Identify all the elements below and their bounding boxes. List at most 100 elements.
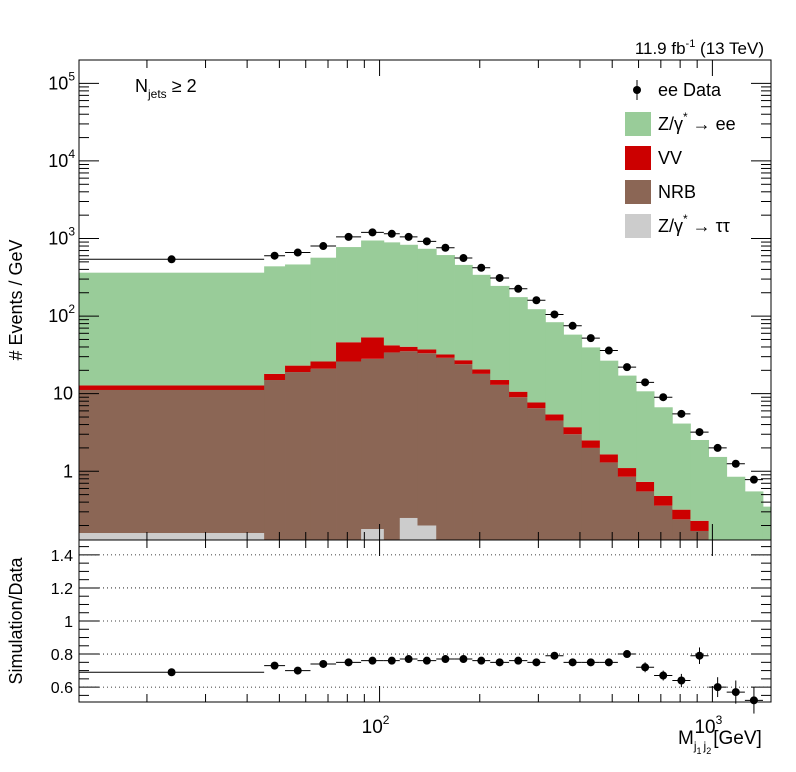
ratio-y-tick-label: 0.6: [51, 680, 73, 697]
ratio-point: [641, 663, 650, 672]
ratio-point: [713, 683, 722, 692]
stack-bar-vv: [285, 365, 311, 373]
stack-bar-nrb: [509, 397, 528, 540]
data-point: [731, 459, 740, 468]
stack-bar-zee: [527, 309, 546, 403]
stack-bar-nrb: [472, 373, 491, 540]
stack-bar-nrb: [399, 351, 418, 518]
stack-bar-zee: [310, 257, 337, 362]
stack-bar-zee: [762, 506, 772, 540]
ratio-point: [459, 655, 468, 664]
stack-bar-vv: [336, 342, 362, 362]
ratio-point: [368, 656, 377, 665]
data-point: [550, 310, 559, 319]
stack-bar-nrb: [545, 420, 564, 540]
stack-bar-nrb: [454, 364, 473, 540]
ratio-point: [622, 650, 631, 659]
stack-bar-vv: [399, 346, 418, 352]
stack-bar-vv: [310, 361, 337, 369]
data-point: [270, 251, 279, 260]
stack-bar-ztt: [79, 533, 265, 540]
stack-bar-zee: [617, 375, 637, 469]
y-axis-ticks: 1 10 102 103 104 105: [48, 59, 771, 526]
data-point: [514, 284, 523, 293]
stack-bar-zee: [79, 272, 265, 386]
stack-bar-nrb: [563, 434, 583, 540]
stack-bar-vv: [581, 440, 601, 448]
legend-label-data: ee Data: [658, 80, 722, 100]
stack-bar-zee: [285, 264, 311, 366]
stack-bar-nrb: [79, 389, 265, 534]
legend-label-nrb: NRB: [658, 182, 696, 202]
x-tick-label: 103: [694, 713, 722, 738]
data-point: [604, 346, 613, 355]
data-point: [677, 409, 686, 418]
stack-bar-nrb: [654, 505, 673, 540]
ratio-point: [514, 656, 523, 665]
ratio-y-tick-label: 1.4: [51, 548, 73, 565]
stack-bar-zee: [672, 423, 691, 510]
stack-bar-nrb: [636, 491, 655, 540]
stack-bar-zee: [581, 347, 601, 441]
ratio-y-tick-label: 1.2: [51, 581, 73, 598]
ratio-point: [586, 658, 595, 667]
stack-bar-vv: [599, 454, 619, 463]
stack-bar-zee: [472, 274, 491, 370]
data-point: [641, 378, 650, 387]
stack-bar-zee: [361, 240, 385, 338]
stack-bar-vv: [472, 369, 491, 374]
stack-bar-zee: [509, 297, 528, 392]
stack-bar-zee: [744, 491, 764, 540]
stack-histogram: [79, 240, 772, 540]
stack-bar-vv: [509, 391, 528, 398]
stack-bar-vv: [383, 345, 401, 353]
stack-bar-vv: [672, 509, 691, 520]
data-point: [622, 363, 631, 372]
legend-data-marker: [633, 86, 641, 94]
data-point: [167, 255, 176, 264]
ratio-point: [441, 655, 450, 664]
data-point: [441, 243, 450, 252]
x-axis-ticks: 102 103: [146, 540, 723, 738]
ratio-point: [677, 676, 686, 685]
data-point: [387, 229, 396, 238]
data-point: [319, 242, 328, 251]
ratio-point: [477, 656, 486, 665]
x-tick-label: 102: [362, 713, 390, 738]
ratio-point: [319, 659, 328, 668]
stack-bar-zee: [708, 456, 728, 540]
ratio-point: [749, 696, 758, 705]
data-point: [404, 232, 413, 241]
y-axis-label: # Events / GeV: [6, 239, 26, 360]
lumi-label: 11.9 fb-1 (13 TeV): [635, 38, 764, 58]
ratio-point: [568, 658, 577, 667]
ratio-points: [79, 647, 763, 714]
ratio-point: [659, 671, 668, 680]
ratio-point: [422, 656, 431, 665]
stack-bar-nrb: [310, 368, 337, 540]
stack-bar-vv: [490, 380, 510, 385]
stack-bar-zee: [726, 476, 746, 540]
ratio-point: [495, 658, 504, 667]
data-point: [586, 334, 595, 343]
ratio-y-axis-ticks: 0.6 0.8 1 1.2 1.4: [51, 546, 771, 697]
stack-bar-vv: [617, 468, 637, 477]
ratio-point: [344, 658, 353, 667]
ratio-point: [270, 661, 279, 670]
stack-bar-zee: [336, 247, 362, 343]
data-point: [344, 232, 353, 241]
legend-label-ztt: Z/γ* → ττ: [658, 212, 730, 236]
legend-swatch-vv: [625, 146, 651, 170]
y-tick-label: 10: [53, 384, 73, 404]
ratio-point: [404, 655, 413, 664]
data-point: [477, 263, 486, 272]
data-point: [695, 428, 704, 437]
stack-bar-nrb: [285, 372, 311, 540]
stack-bar-vv: [436, 354, 455, 358]
data-point: [532, 296, 541, 305]
legend-swatch-zee: [625, 112, 651, 136]
ratio-point: [387, 656, 396, 665]
data-point: [495, 273, 504, 282]
x-axis-label: Mj1 j2[GeV]: [678, 728, 762, 756]
stack-bar-nrb: [690, 530, 709, 540]
